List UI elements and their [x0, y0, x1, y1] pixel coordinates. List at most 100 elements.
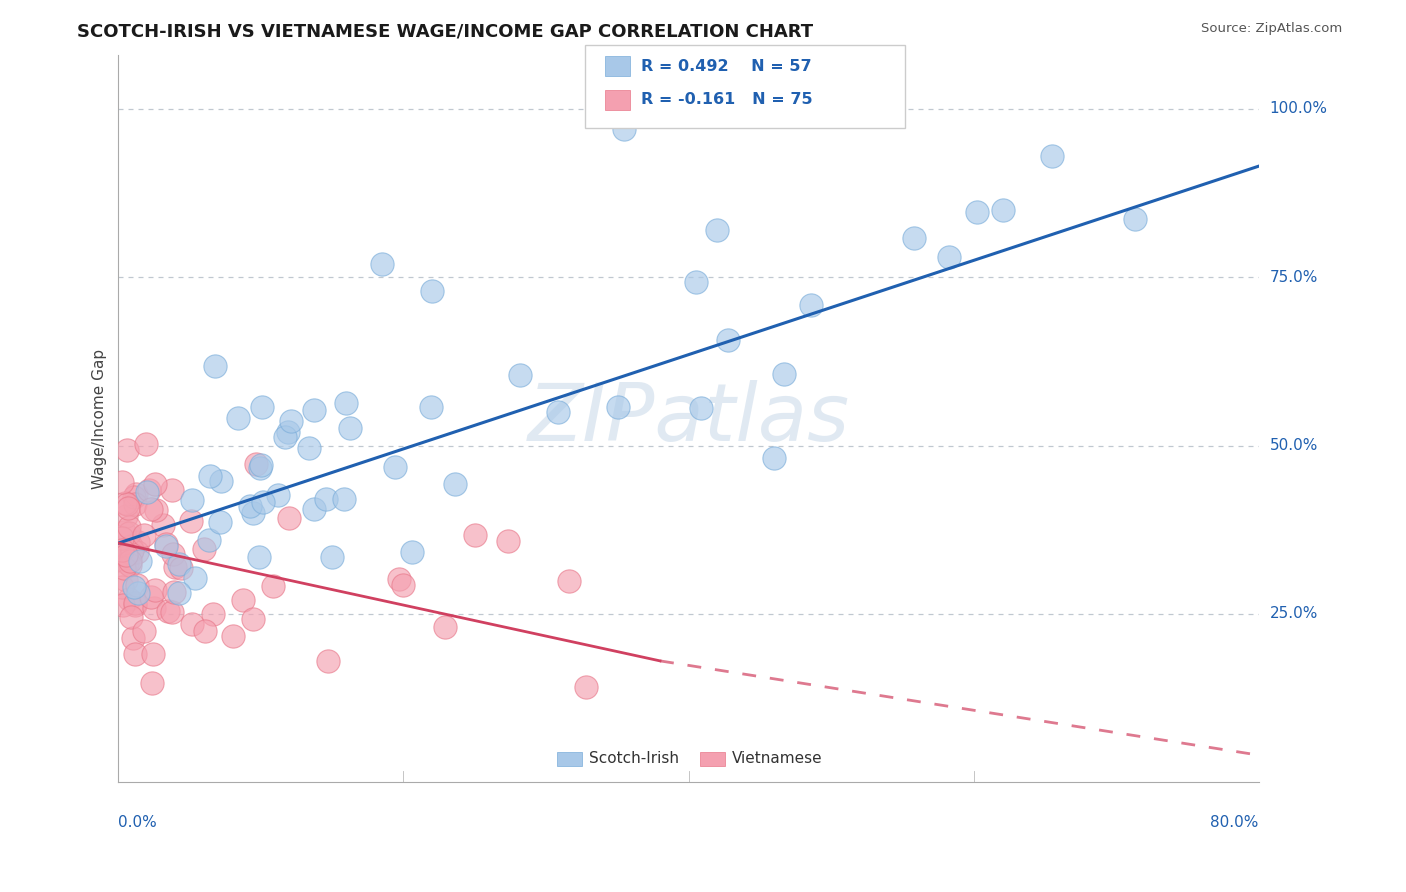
Point: [181, 617, 204, 632]
Point: [339, 420, 361, 434]
Point: [114, 496, 136, 510]
Point: [232, 592, 254, 607]
Point: [226, 410, 249, 425]
Point: [124, 598, 146, 612]
Point: [167, 586, 190, 600]
Point: [335, 396, 357, 410]
Point: [773, 367, 796, 381]
Point: [141, 675, 163, 690]
Point: [170, 560, 193, 574]
Point: [111, 580, 134, 594]
Point: [117, 501, 139, 516]
Point: [278, 510, 301, 524]
Point: [127, 534, 149, 549]
Point: [420, 284, 443, 298]
Point: [208, 516, 231, 530]
Point: [120, 546, 142, 560]
Point: [198, 533, 221, 547]
Point: [252, 495, 274, 509]
Point: [558, 574, 581, 588]
Point: [302, 402, 325, 417]
Point: [321, 550, 343, 565]
Point: [169, 557, 191, 571]
Point: [139, 591, 162, 605]
Y-axis label: Wage/Income Gap: Wage/Income Gap: [93, 349, 107, 489]
Text: 75.0%: 75.0%: [1270, 269, 1317, 285]
Point: [180, 514, 202, 528]
Point: [267, 488, 290, 502]
Point: [392, 578, 415, 592]
Point: [242, 506, 264, 520]
Point: [222, 629, 245, 643]
Point: [938, 250, 960, 264]
Point: [156, 604, 179, 618]
Point: [122, 631, 145, 645]
Point: [120, 610, 142, 624]
Point: [125, 487, 148, 501]
Point: [120, 539, 142, 553]
Point: [115, 497, 138, 511]
Point: [118, 526, 141, 541]
Point: [122, 580, 145, 594]
Text: SCOTCH-IRISH VS VIETNAMESE WAGE/INCOME GAP CORRELATION CHART: SCOTCH-IRISH VS VIETNAMESE WAGE/INCOME G…: [77, 22, 814, 40]
Point: [763, 451, 786, 466]
Point: [316, 654, 339, 668]
Point: [401, 544, 423, 558]
Point: [145, 503, 167, 517]
Point: [194, 624, 217, 639]
Point: [966, 205, 988, 219]
Point: [613, 122, 636, 136]
Point: [1123, 211, 1146, 226]
Point: [198, 468, 221, 483]
Point: [115, 442, 138, 457]
Point: [139, 501, 162, 516]
Point: [118, 558, 141, 572]
Point: [204, 359, 226, 373]
Point: [155, 540, 177, 554]
Point: [143, 582, 166, 597]
FancyBboxPatch shape: [700, 751, 725, 766]
Point: [115, 509, 138, 524]
Point: [115, 548, 138, 562]
Point: [242, 612, 264, 626]
Point: [124, 647, 146, 661]
Point: [142, 601, 165, 615]
Point: [127, 586, 149, 600]
Point: [689, 401, 711, 415]
Point: [333, 492, 356, 507]
Point: [118, 519, 141, 533]
Point: [152, 517, 174, 532]
Point: [249, 461, 271, 475]
Point: [124, 596, 146, 610]
Point: [1040, 149, 1063, 163]
Point: [717, 333, 740, 347]
Point: [143, 477, 166, 491]
Point: [420, 400, 443, 414]
Point: [114, 573, 136, 587]
Point: [575, 680, 598, 694]
FancyBboxPatch shape: [557, 751, 582, 766]
Point: [247, 549, 270, 564]
Point: [125, 578, 148, 592]
Text: ZIPatlas: ZIPatlas: [527, 380, 849, 458]
Point: [239, 499, 262, 513]
Point: [111, 547, 134, 561]
Point: [162, 605, 184, 619]
Point: [155, 537, 177, 551]
Text: R = 0.492    N = 57: R = 0.492 N = 57: [641, 59, 811, 73]
Text: 0.0%: 0.0%: [118, 814, 157, 830]
Point: [607, 400, 630, 414]
Text: 50.0%: 50.0%: [1270, 438, 1317, 453]
Point: [180, 492, 202, 507]
Text: 100.0%: 100.0%: [1270, 102, 1327, 117]
Point: [118, 591, 141, 606]
Point: [277, 425, 299, 440]
Point: [993, 202, 1015, 217]
Point: [132, 528, 155, 542]
Point: [250, 400, 273, 414]
Point: [371, 257, 394, 271]
Point: [249, 458, 271, 472]
Point: [496, 534, 519, 549]
Point: [304, 502, 326, 516]
Point: [245, 457, 267, 471]
